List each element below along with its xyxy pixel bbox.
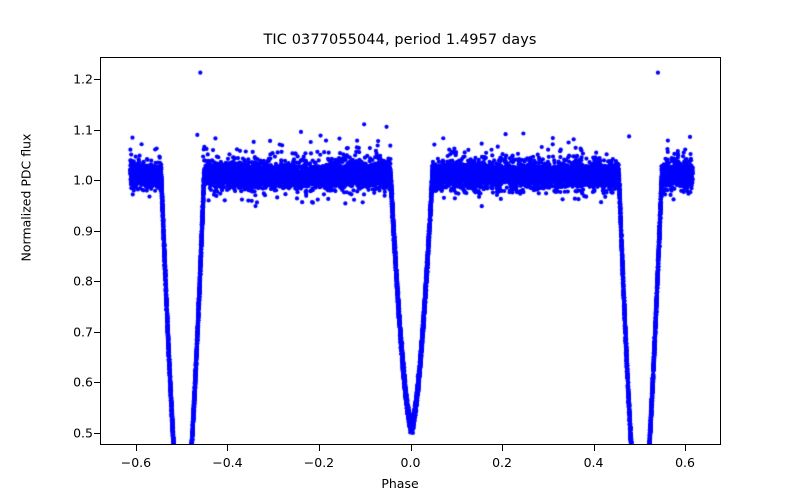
y-tick-label: 0.7 xyxy=(73,324,93,340)
x-tick-label: −0.4 xyxy=(212,455,243,470)
y-axis-label: Normalized PDC flux xyxy=(18,133,34,262)
x-tick-label: 0.2 xyxy=(492,455,512,470)
x-tick-label: 0.4 xyxy=(583,455,604,470)
y-tick-label: 1.1 xyxy=(73,122,93,138)
y-tick-mark xyxy=(94,129,100,131)
x-tick-label: 0.6 xyxy=(675,455,695,470)
x-tick-label: −0.2 xyxy=(303,455,335,470)
y-tick-mark xyxy=(94,281,100,283)
y-tick-mark xyxy=(94,230,100,232)
y-tick-mark xyxy=(94,180,100,182)
x-tick-label: −0.6 xyxy=(120,455,152,470)
x-tick-mark xyxy=(410,445,412,451)
x-tick-mark xyxy=(135,445,137,451)
plot-axes-area xyxy=(100,57,721,445)
y-tick-mark xyxy=(94,331,100,333)
y-tick-labels: 0.5 0.6 0.7 0.8 0.9 1.0 1.1 1.2 xyxy=(48,0,93,500)
y-tick-mark xyxy=(94,432,100,434)
x-tick-mark xyxy=(685,445,687,451)
x-axis-label: Phase xyxy=(381,476,419,491)
y-tick-mark xyxy=(94,382,100,384)
x-tick-mark xyxy=(593,445,595,451)
y-tick-label: 0.9 xyxy=(73,223,93,239)
y-tick-label: 0.5 xyxy=(73,425,93,441)
x-tick-mark xyxy=(502,445,504,451)
x-tick-mark xyxy=(227,445,229,451)
y-tick-label: 0.6 xyxy=(73,374,93,390)
y-tick-mark xyxy=(94,79,100,81)
y-tick-label: 0.8 xyxy=(73,273,93,289)
scatter-plot-canvas xyxy=(101,58,720,444)
y-tick-label: 1.0 xyxy=(73,172,93,188)
x-tick-label: 0.0 xyxy=(400,455,421,470)
chart-title: TIC 0377055044, period 1.4957 days xyxy=(263,32,537,48)
x-tick-mark xyxy=(318,445,320,451)
x-tick-labels: −0.6 −0.4 −0.2 0.0 0.2 0.4 0.6 xyxy=(0,455,800,475)
y-tick-label: 1.2 xyxy=(73,71,93,87)
